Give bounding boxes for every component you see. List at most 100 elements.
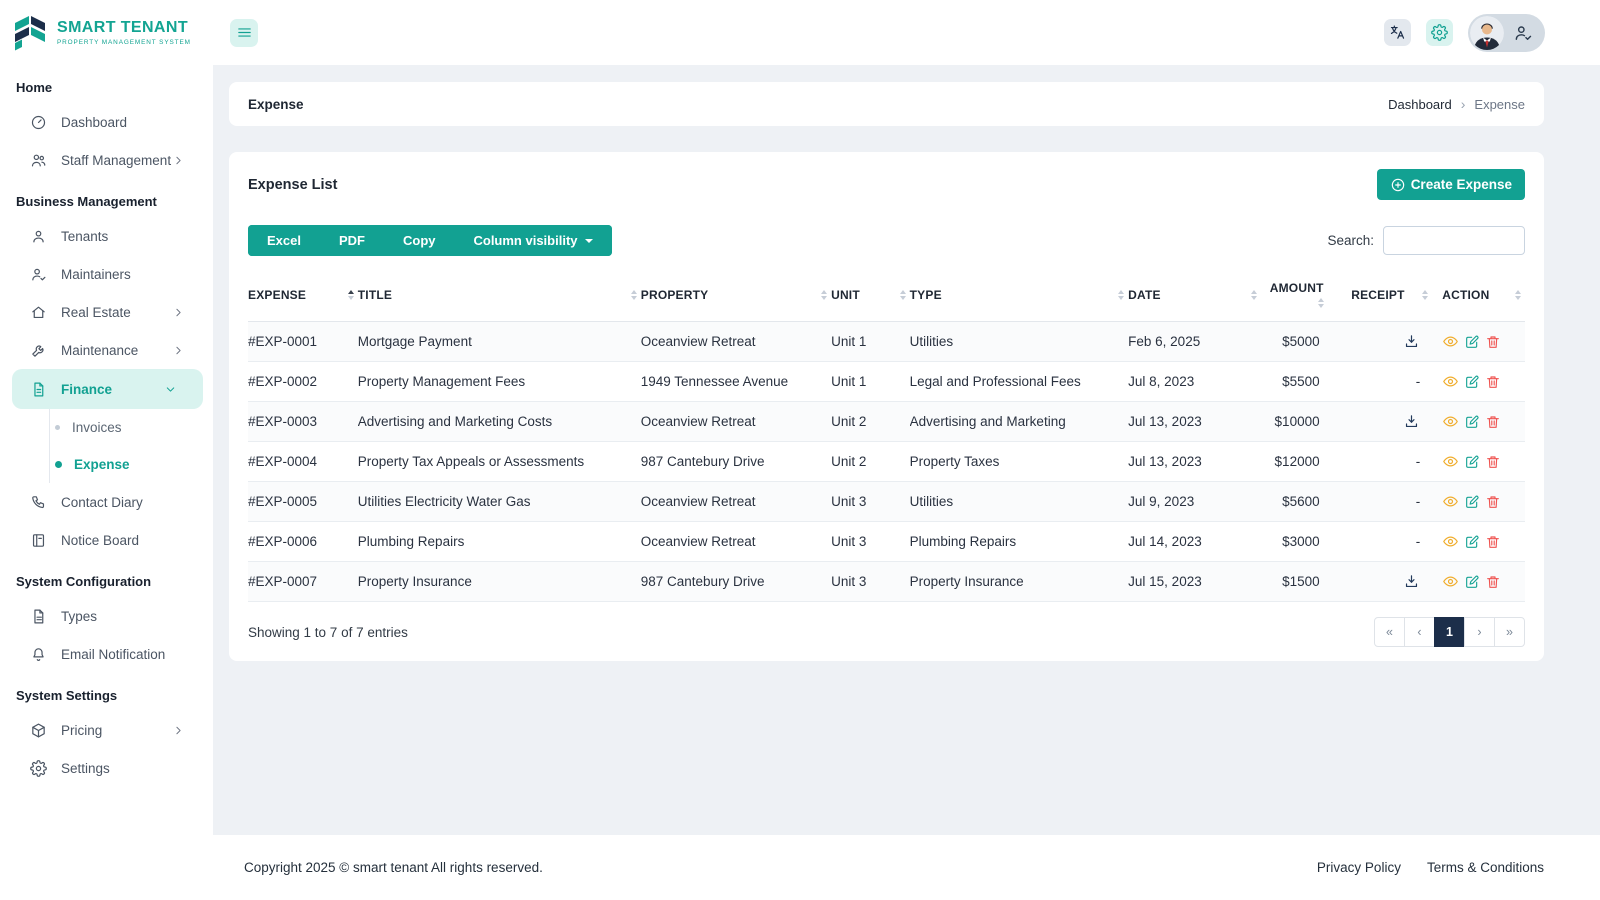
cell-receipt: -	[1337, 441, 1433, 482]
sidebar-item-maintainers[interactable]: Maintainers	[0, 255, 213, 293]
sidebar-subitem-expense[interactable]: Expense	[50, 446, 213, 483]
menu-toggle-button[interactable]	[230, 18, 258, 47]
sidebar-item-staff-management[interactable]: Staff Management	[0, 141, 213, 179]
delete-button[interactable]	[1485, 454, 1501, 470]
delete-icon	[1485, 494, 1501, 510]
column-header-title[interactable]: TITLE	[357, 269, 641, 322]
edit-button[interactable]	[1464, 374, 1480, 390]
breadcrumb-dashboard[interactable]: Dashboard	[1388, 96, 1452, 112]
delete-button[interactable]	[1485, 494, 1501, 510]
table-row: #EXP-0007 Property Insurance 987 Cantebury…	[248, 561, 1525, 602]
user-menu[interactable]	[1468, 13, 1545, 52]
column-header-unit[interactable]: UNIT	[831, 269, 910, 322]
create-expense-button[interactable]: Create Expense	[1376, 169, 1525, 200]
sidebar-item-real-estate[interactable]: Real Estate	[0, 293, 213, 331]
column-header-property[interactable]: PROPERTY	[640, 269, 832, 322]
delete-button[interactable]	[1485, 414, 1501, 430]
types-icon	[30, 608, 47, 625]
sidebar-item-dashboard[interactable]: Dashboard	[0, 103, 213, 141]
sidebar-item-finance[interactable]: Finance	[12, 369, 203, 409]
delete-icon	[1485, 374, 1501, 390]
translate-icon	[1389, 24, 1406, 41]
footer-link-terms-conditions[interactable]: Terms & Conditions	[1426, 860, 1544, 875]
view-button[interactable]	[1442, 493, 1459, 510]
cell-title: Property Management Fees	[357, 361, 641, 402]
edit-icon	[1464, 334, 1480, 350]
edit-button[interactable]	[1464, 334, 1480, 350]
cell-property: Oceanview Retreat	[640, 401, 832, 442]
page-nav-button[interactable]: «	[1374, 617, 1405, 647]
page-nav-button[interactable]: ‹	[1404, 617, 1435, 647]
view-icon	[1442, 453, 1459, 470]
edit-button[interactable]	[1464, 534, 1480, 550]
sidebar-item-settings[interactable]: Settings	[0, 749, 213, 787]
receipt-download-button[interactable]	[1403, 333, 1420, 350]
edit-button[interactable]	[1464, 494, 1480, 510]
column-header-expense[interactable]: EXPENSE	[248, 269, 358, 322]
sidebar-item-pricing[interactable]: Pricing	[0, 711, 213, 749]
cell-date: Jul 13, 2023	[1128, 441, 1262, 482]
cell-expense: #EXP-0005	[248, 481, 358, 522]
delete-button[interactable]	[1485, 534, 1501, 550]
search-input[interactable]	[1383, 226, 1525, 255]
sidebar-subitem-invoices[interactable]: Invoices	[50, 409, 213, 446]
download-icon	[1403, 333, 1420, 350]
sidebar-item-tenants[interactable]: Tenants	[0, 217, 213, 255]
column-header-action[interactable]: ACTION	[1432, 269, 1525, 322]
translate-button[interactable]	[1384, 19, 1411, 46]
view-button[interactable]	[1442, 333, 1459, 350]
sidebar-item-label: Types	[61, 608, 98, 624]
edit-button[interactable]	[1464, 454, 1480, 470]
brand-logo[interactable]: SMART TENANT PROPERTY MANAGEMENT SYSTEM	[0, 0, 213, 65]
cell-expense: #EXP-0006	[248, 521, 358, 562]
column-header-date[interactable]: DATE	[1128, 269, 1262, 322]
view-button[interactable]	[1442, 573, 1459, 590]
column-header-type[interactable]: TYPE	[909, 269, 1129, 322]
export-copy-button[interactable]: Copy	[383, 225, 455, 256]
cell-action	[1432, 321, 1525, 362]
sidebar-item-email-notification[interactable]: Email Notification	[0, 635, 213, 673]
edit-button[interactable]	[1464, 414, 1480, 430]
footer-link-privacy-policy[interactable]: Privacy Policy	[1316, 860, 1401, 875]
sidebar-item-types[interactable]: Types	[0, 597, 213, 635]
view-button[interactable]	[1442, 413, 1459, 430]
page-nav-button[interactable]: »	[1494, 617, 1525, 647]
dashboard-icon	[30, 114, 47, 131]
column-header-amount[interactable]: AMOUNT	[1261, 269, 1338, 322]
receipt-download-button[interactable]	[1403, 573, 1420, 590]
table-row: #EXP-0002 Property Management Fees 1949 Te…	[248, 361, 1525, 402]
view-button[interactable]	[1442, 533, 1459, 550]
cell-unit: Unit 3	[831, 521, 910, 562]
cell-date: Jul 15, 2023	[1128, 561, 1262, 602]
delete-button[interactable]	[1485, 574, 1501, 590]
column-visibility-button[interactable]: Column visibility	[454, 225, 612, 256]
export-pdf-button[interactable]: PDF	[319, 225, 384, 256]
cell-expense: #EXP-0007	[248, 561, 358, 602]
cell-expense: #EXP-0004	[248, 441, 358, 482]
bullet-icon	[55, 425, 60, 430]
cell-expense: #EXP-0001	[248, 321, 358, 362]
sidebar-item-maintenance[interactable]: Maintenance	[0, 331, 213, 369]
receipt-download-button[interactable]	[1403, 413, 1420, 430]
column-header-receipt[interactable]: RECEIPT	[1337, 269, 1433, 322]
cell-amount: $3000	[1261, 521, 1338, 562]
view-button[interactable]	[1442, 373, 1459, 390]
delete-button[interactable]	[1485, 334, 1501, 350]
cell-action	[1432, 441, 1525, 482]
cell-expense: #EXP-0002	[248, 361, 358, 402]
cell-property: Oceanview Retreat	[640, 521, 832, 562]
delete-button[interactable]	[1485, 374, 1501, 390]
edit-button[interactable]	[1464, 574, 1480, 590]
export-excel-button[interactable]: Excel	[248, 225, 320, 256]
view-button[interactable]	[1442, 453, 1459, 470]
staff-icon	[30, 152, 47, 169]
brand-name: SMART TENANT	[57, 19, 189, 36]
sidebar-item-contact-diary[interactable]: Contact Diary	[0, 483, 213, 521]
page-button-current[interactable]: 1	[1434, 617, 1465, 647]
sidebar-item-label: Dashboard	[61, 114, 128, 130]
table-row: #EXP-0003 Advertising and Marketing Costs…	[248, 401, 1525, 442]
settings-button[interactable]	[1426, 19, 1453, 46]
sort-arrows-icon	[1118, 290, 1125, 300]
sidebar-item-notice-board[interactable]: Notice Board	[0, 521, 213, 559]
page-nav-button[interactable]: ›	[1464, 617, 1495, 647]
